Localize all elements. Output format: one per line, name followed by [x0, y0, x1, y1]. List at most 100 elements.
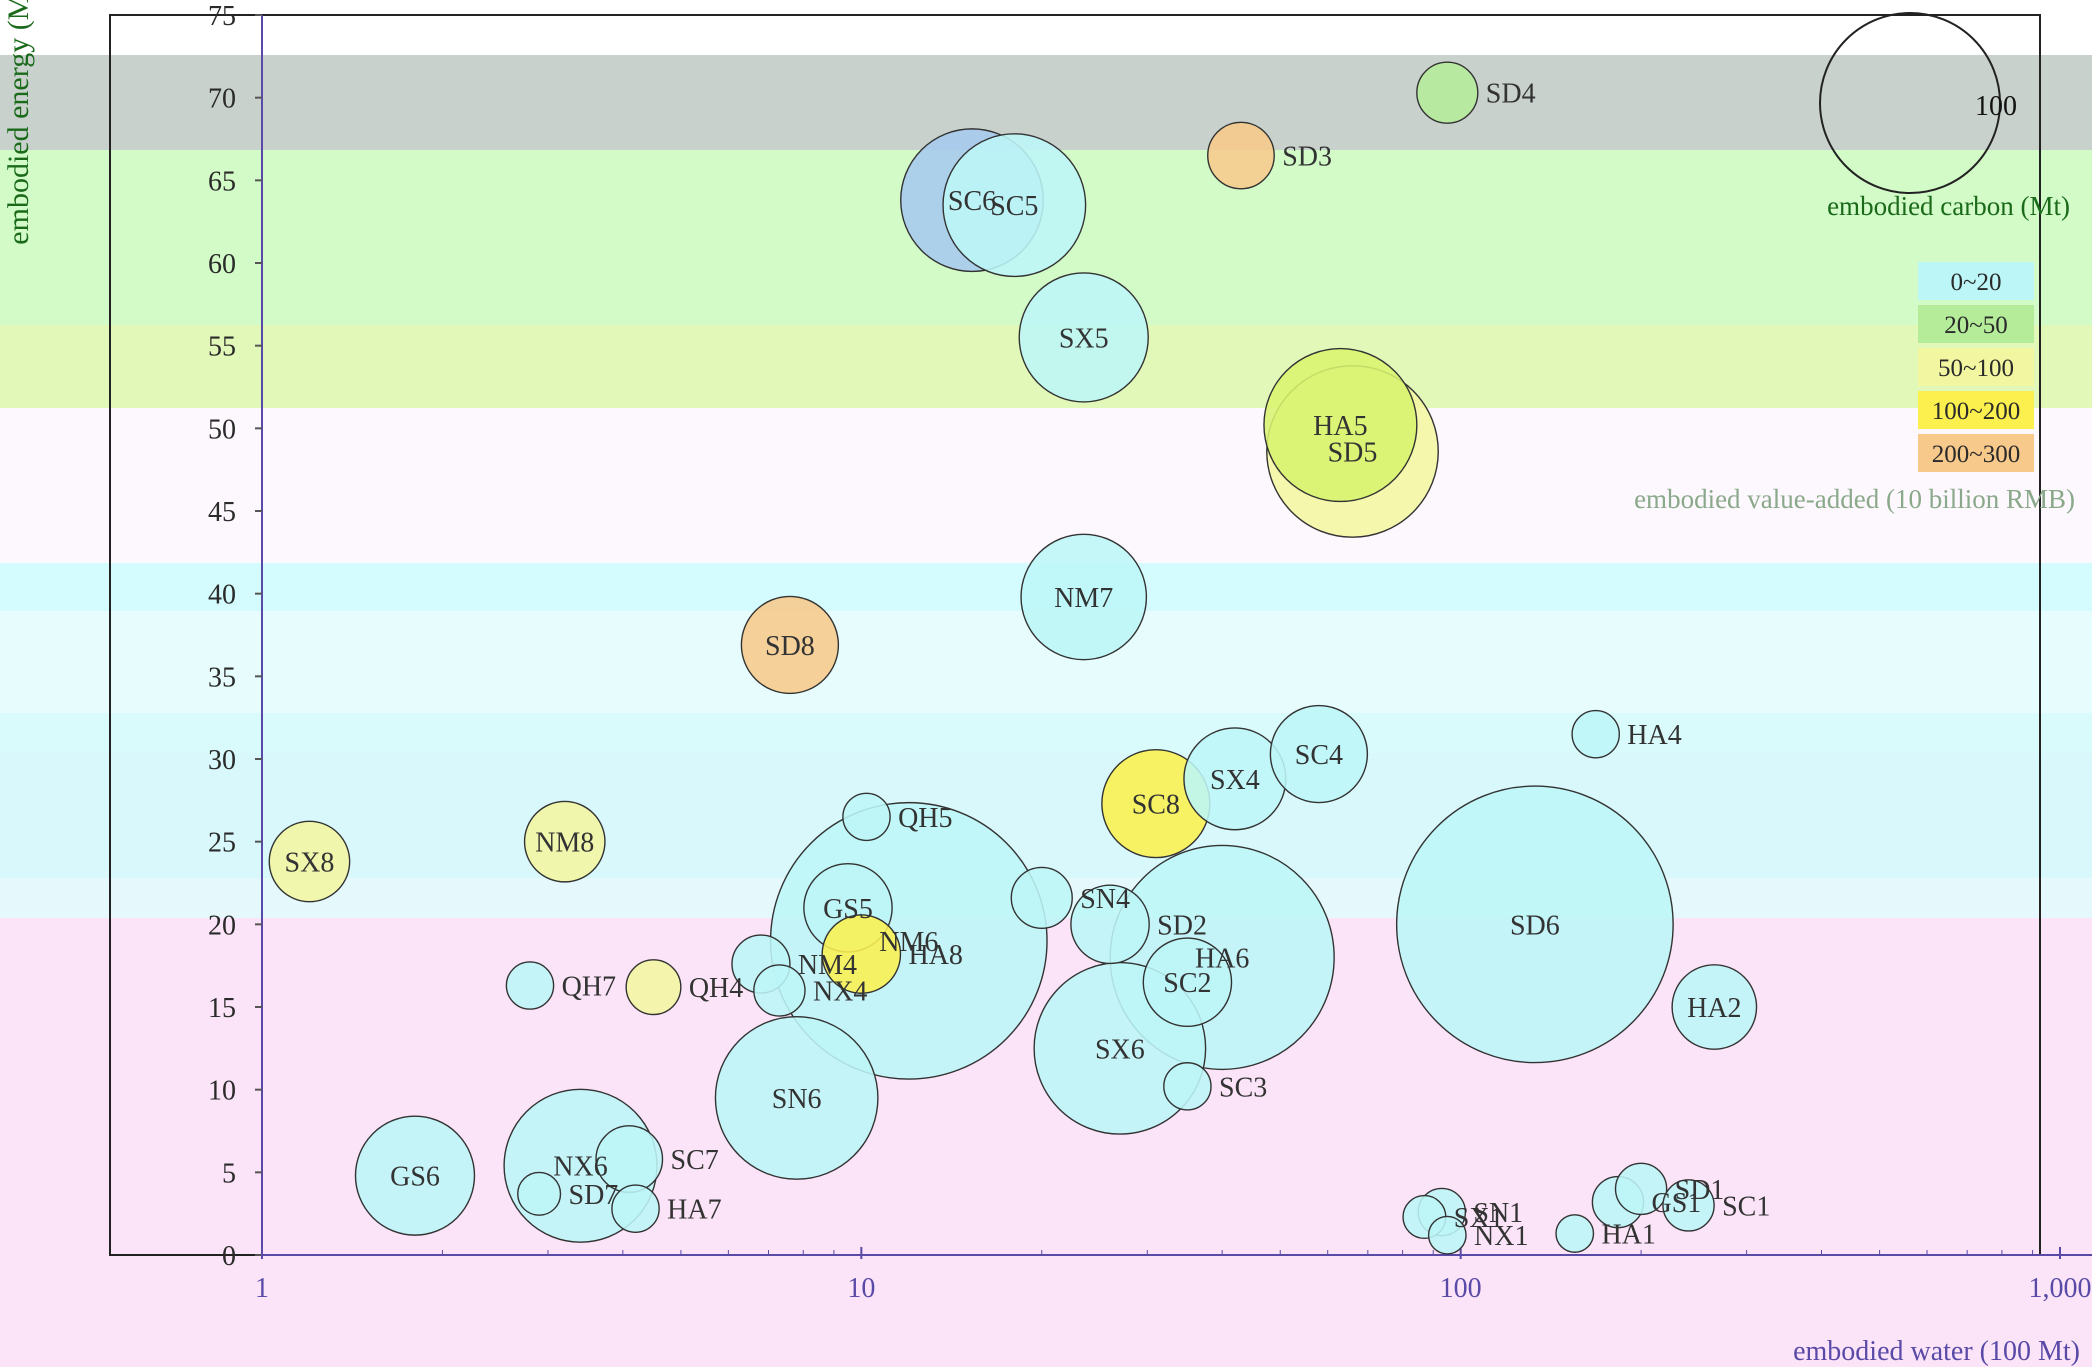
y-tick-label: 20: [208, 910, 236, 941]
bubble-label-qh4: QH4: [689, 973, 743, 1004]
bubble-sx8: [268, 820, 351, 903]
bubble-label-sc5: SC5: [990, 191, 1038, 222]
bubble-sd8: [740, 595, 840, 695]
bubble-label-nm4: NM4: [798, 950, 857, 981]
bubble-label-sx6: SX6: [1095, 1034, 1145, 1065]
bubble-label-sc4: SC4: [1295, 740, 1343, 771]
y-tick-label: 25: [208, 828, 236, 859]
bubble-label-ha2: HA2: [1687, 993, 1741, 1024]
bubble-label-nx4: NX4: [813, 976, 867, 1007]
y-axis-label: embodied energy (Mt): [2, 0, 35, 245]
bubble-label-nm8: NM8: [535, 828, 594, 859]
bubble-label-gs5: GS5: [823, 894, 873, 925]
bubble-label-sx1: SX1: [1454, 1203, 1504, 1234]
color-legend-label: 0~20: [1950, 269, 2001, 296]
y-tick-label: 55: [208, 332, 236, 363]
y-tick-label: 50: [208, 414, 236, 445]
bubble-ha4: [1571, 709, 1621, 759]
color-legend-label: 100~200: [1932, 398, 2021, 425]
y-tick-label: 40: [208, 580, 236, 611]
color-legend-label: 200~300: [1932, 441, 2021, 468]
bubble-sd1: [1614, 1162, 1668, 1216]
size-legend-circle: [1819, 12, 2001, 194]
bubble-label-sc8: SC8: [1132, 790, 1180, 821]
color-legend: 0~20 20~50 50~100 100~200 200~300 embodied va…: [1634, 262, 2075, 514]
y-tick-label: 35: [208, 662, 236, 693]
bubble-label-sc1: SC1: [1722, 1191, 1770, 1222]
bubble-ha2: [1671, 964, 1758, 1050]
bubble-qh4: [625, 959, 682, 1016]
bubble-nx1: [1427, 1215, 1467, 1255]
bubble-label-sd5: SD5: [1328, 437, 1378, 468]
bubble-label-ha1: HA1: [1601, 1220, 1655, 1251]
bubble-label-sx4: SX4: [1210, 765, 1260, 796]
y-tick-label: 75: [208, 1, 236, 32]
bubble-label-sd7: SD7: [569, 1180, 619, 1211]
bubble-label-sc2: SC2: [1163, 968, 1211, 999]
bubble-sd2: [1070, 884, 1150, 965]
bubble-label-ha7: HA7: [667, 1195, 721, 1226]
bubble-label-ha6: HA6: [1195, 943, 1249, 974]
bubble-label-sn4: SN4: [1080, 884, 1130, 915]
y-tick-label: 5: [222, 1158, 236, 1189]
bubble-gs6: [354, 1115, 476, 1236]
y-tick-label: 70: [208, 84, 236, 115]
bubble-sc5: [942, 133, 1087, 278]
bubble-label-sc7: SC7: [671, 1145, 719, 1176]
bubble-label-qh5: QH5: [898, 803, 952, 834]
bubble-label-ha4: HA4: [1627, 720, 1681, 751]
bubble-sn6: [714, 1015, 879, 1180]
bubble-nm7: [1020, 533, 1148, 661]
bubble-label-sx8: SX8: [285, 848, 335, 879]
bubble-sc1: [1662, 1179, 1715, 1232]
bubble-label-sc3: SC3: [1219, 1072, 1267, 1103]
bubble-label-sd8: SD8: [765, 631, 815, 662]
y-tick-label: 65: [208, 166, 236, 197]
y-tick-label: 15: [208, 993, 236, 1024]
color-legend-title: embodied value-added (10 billion RMB): [1634, 484, 2075, 514]
bubble-ha7: [611, 1184, 660, 1234]
color-legend-swatch: [1918, 391, 2034, 429]
y-tick-label: 45: [208, 497, 236, 528]
bubble-label-sd1: SD1: [1675, 1175, 1725, 1206]
bubble-label-sn1: SN1: [1473, 1198, 1523, 1229]
bubble-ha1: [1555, 1214, 1595, 1253]
bubble-sc2: [1142, 937, 1233, 1028]
bubble-sx5: [1018, 272, 1149, 403]
bubble-ha5: [1263, 347, 1418, 503]
bubble-label-sd2: SD2: [1157, 910, 1207, 941]
x-tick-label: 10: [847, 1273, 875, 1304]
bubble-label-sd3: SD3: [1282, 142, 1332, 173]
y-tick-label: 10: [208, 1076, 236, 1107]
bubble-label-nm7: NM7: [1054, 583, 1113, 614]
bubble-label-sc6: SC6: [948, 186, 996, 217]
size-legend: 100 embodied carbon (Mt): [1819, 12, 2070, 221]
x-axis: 1 10 100 1,000: [255, 1247, 2092, 1304]
band-grey: [0, 55, 2092, 150]
y-tick-label: 60: [208, 249, 236, 280]
color-legend-label: 50~100: [1938, 355, 2014, 382]
x-axis-label: embodied water (100 Mt): [1793, 1336, 2080, 1367]
color-legend-label: 20~50: [1944, 312, 2008, 339]
size-legend-value: 100: [1975, 91, 2017, 122]
bubble-qh7: [505, 961, 555, 1010]
y-tick-label: 30: [208, 745, 236, 776]
band-pale-pink: [0, 408, 2092, 563]
bubble-sc3: [1163, 1062, 1212, 1111]
x-tick-label: 1: [255, 1273, 269, 1304]
size-legend-title: embodied carbon (Mt): [1827, 191, 2070, 221]
bubble-sc4: [1269, 704, 1369, 804]
bubble-label-qh7: QH7: [562, 972, 616, 1003]
bubble-label-sx5: SX5: [1059, 323, 1109, 354]
bubble-label-ha5: HA5: [1313, 411, 1367, 442]
x-tick-label: 1,000: [2029, 1273, 2092, 1304]
bubble-nm8: [523, 800, 606, 883]
bubble-sd7: [517, 1171, 562, 1216]
bubble-label-sd6: SD6: [1510, 910, 1560, 941]
y-axis: 0 5 10 15 20 25 30 35 40 45 50 55 60 65 70 75: [208, 1, 263, 1272]
bubble-qh5: [842, 792, 891, 842]
bubble-label-gs1: GS1: [1652, 1188, 1702, 1219]
band-cyan-3: [0, 713, 2092, 753]
bubble-label-ha8: HA8: [908, 940, 962, 971]
